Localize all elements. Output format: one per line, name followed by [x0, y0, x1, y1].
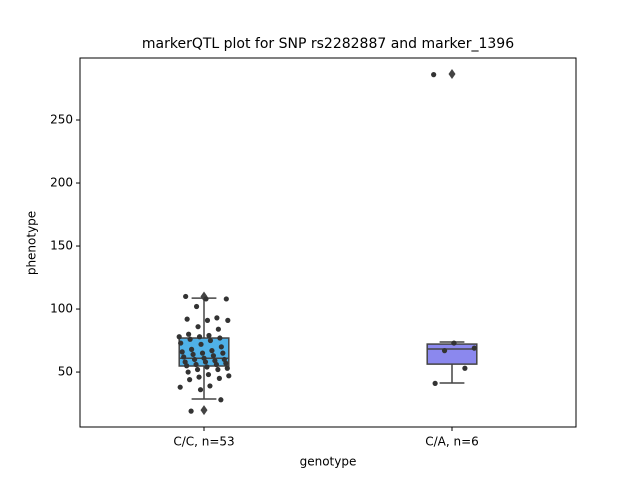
point — [213, 361, 219, 368]
point — [207, 337, 214, 344]
point — [441, 348, 448, 354]
point — [214, 315, 220, 321]
point — [204, 317, 211, 323]
point — [195, 324, 201, 330]
point — [431, 72, 437, 78]
point — [215, 326, 221, 332]
outlier — [200, 405, 208, 416]
point — [202, 359, 209, 365]
y-tick-label: 50 — [58, 365, 73, 379]
y-tick-label: 100 — [50, 302, 73, 316]
x-axis-label: genotype — [300, 455, 357, 469]
point — [196, 374, 202, 380]
point — [206, 332, 212, 339]
point — [462, 365, 468, 371]
y-tick-label: 150 — [50, 239, 73, 253]
point — [176, 334, 182, 340]
point — [179, 349, 185, 355]
point — [198, 341, 204, 347]
plot-frame — [79, 57, 577, 428]
point — [189, 346, 195, 352]
x-tick-label: C/A, n=6 — [425, 435, 479, 449]
point — [187, 336, 193, 342]
point — [209, 348, 215, 354]
point — [199, 350, 206, 356]
y-tick-label: 200 — [50, 176, 73, 190]
outlier — [448, 69, 456, 80]
point — [203, 296, 209, 302]
point — [218, 397, 224, 403]
point — [178, 340, 184, 346]
point — [225, 317, 231, 323]
point — [224, 365, 230, 371]
point — [226, 373, 232, 379]
point — [223, 296, 229, 302]
point — [185, 369, 191, 375]
point — [432, 380, 438, 386]
point — [186, 331, 192, 337]
point — [193, 361, 199, 368]
x-tick-label: C/C, n=53 — [173, 435, 234, 449]
y-axis-label: phenotype — [25, 211, 39, 275]
point — [210, 353, 217, 359]
point — [220, 350, 226, 356]
point — [190, 351, 196, 358]
point — [194, 366, 201, 373]
point — [184, 316, 190, 322]
point — [177, 384, 183, 390]
point — [217, 335, 223, 341]
point — [184, 363, 190, 369]
point — [197, 387, 204, 393]
chart-title: markerQTL plot for SNP rs2282887 and mar… — [142, 36, 514, 52]
point — [218, 344, 224, 350]
y-tick-label: 250 — [50, 113, 73, 127]
point — [471, 345, 477, 351]
point — [193, 303, 200, 310]
box — [426, 343, 478, 365]
point — [196, 334, 203, 340]
point — [451, 340, 457, 346]
point — [187, 377, 193, 383]
point — [207, 383, 213, 389]
point — [191, 356, 198, 363]
point — [205, 371, 212, 378]
point — [188, 408, 194, 414]
point — [183, 293, 189, 300]
point — [204, 364, 210, 370]
point — [223, 360, 229, 366]
point — [181, 354, 187, 360]
point — [216, 375, 222, 381]
point — [215, 366, 221, 373]
